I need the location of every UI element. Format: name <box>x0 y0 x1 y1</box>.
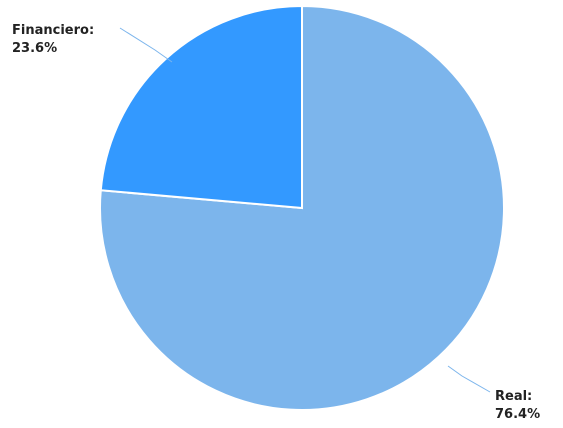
connector-financiero <box>119 27 173 63</box>
pie-slice-financiero[interactable] <box>99 4 303 210</box>
label-connectors <box>119 27 491 393</box>
data-label-value-financiero: 23.6% <box>12 41 57 56</box>
data-label-name-financiero: Financiero: <box>12 23 94 38</box>
pie-slices <box>99 4 505 411</box>
data-label-name-real: Real: <box>495 389 532 404</box>
data-labels: Real: 76.4% Financiero: 23.6% <box>12 23 540 422</box>
connector-real <box>447 365 491 393</box>
data-label-value-real: 76.4% <box>495 407 540 422</box>
